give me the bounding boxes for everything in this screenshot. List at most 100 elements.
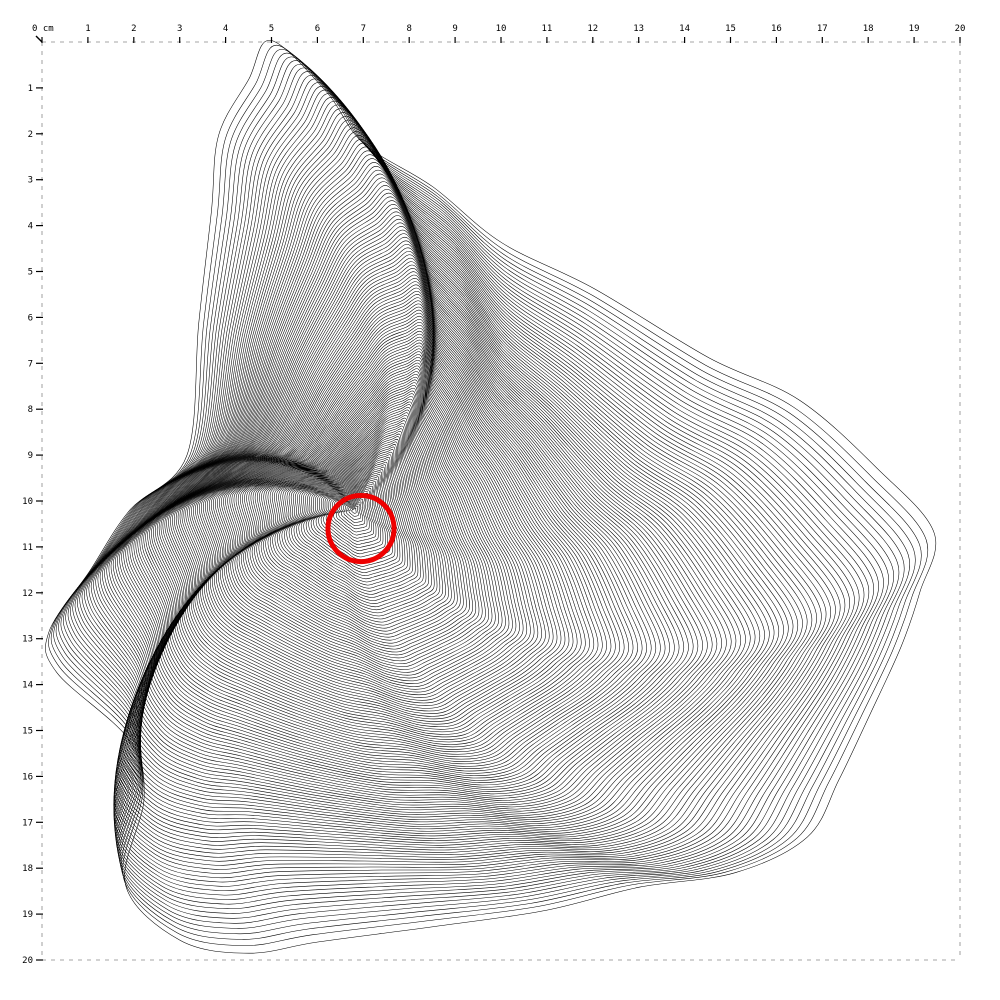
contour-line xyxy=(315,476,389,558)
contour-line xyxy=(142,226,694,795)
contour-line xyxy=(256,412,455,635)
contour-line xyxy=(148,240,675,786)
left-tick-label: 3 xyxy=(28,176,33,186)
contour-line xyxy=(348,505,359,517)
contour-line xyxy=(206,345,535,704)
contour-line xyxy=(178,300,595,743)
contour-line xyxy=(232,382,490,667)
contour-line xyxy=(154,254,657,776)
contour-line xyxy=(224,371,503,679)
contour-line xyxy=(187,315,574,730)
contour-line xyxy=(171,287,612,753)
top-tick-label: 14 xyxy=(679,24,690,34)
contour-line xyxy=(263,420,446,626)
contour-line xyxy=(251,407,461,641)
contour-line xyxy=(192,325,562,722)
contour-line xyxy=(291,451,414,589)
contour-line xyxy=(269,428,438,617)
top-tick-label: 3 xyxy=(177,24,182,34)
contour-line xyxy=(133,204,722,808)
contour-line xyxy=(185,312,578,733)
contour-line xyxy=(228,376,496,673)
contour-line xyxy=(130,192,737,814)
top-tick-label: 11 xyxy=(541,24,552,34)
left-tick-label: 13 xyxy=(22,635,33,645)
ruler-origin-mark xyxy=(35,35,43,43)
contour-line xyxy=(131,196,732,812)
top-tick-label: 20 xyxy=(955,24,966,34)
contour-line xyxy=(112,150,789,837)
top-tick-label: 17 xyxy=(817,24,828,34)
contour-line xyxy=(238,390,480,659)
contour-line xyxy=(281,441,424,601)
contour-line xyxy=(245,398,470,650)
contour-line xyxy=(234,385,486,665)
left-tick-label: 14 xyxy=(22,681,33,691)
contour-line xyxy=(267,425,441,620)
contour-line xyxy=(330,490,375,539)
top-tick-label: 10 xyxy=(496,24,507,34)
contour-line xyxy=(249,404,464,644)
top-tick-label: 13 xyxy=(633,24,644,34)
left-tick-label: 12 xyxy=(22,589,33,599)
contour-line xyxy=(260,417,449,629)
contour-line xyxy=(140,222,699,797)
top-tick-label: 2 xyxy=(131,24,136,34)
contour-line xyxy=(265,423,444,623)
left-tick-label: 8 xyxy=(28,405,33,415)
contour-line xyxy=(135,207,718,806)
contour-line xyxy=(313,474,391,561)
top-tick-label: 16 xyxy=(771,24,782,34)
contour-line xyxy=(230,379,493,670)
contour-line xyxy=(333,492,372,536)
contour-line xyxy=(127,185,746,818)
contour-line xyxy=(139,218,703,799)
top-tick-label: 19 xyxy=(909,24,920,34)
top-ruler: 0 cm 1 2 3 4 5 6 7 8 9 10 11 12 13 14 15 16 17 18 19 20 xyxy=(32,24,965,43)
contour-line xyxy=(220,365,510,684)
top-tick-label: 15 xyxy=(725,24,736,34)
left-tick-label: 5 xyxy=(28,268,33,278)
contour-line-artwork xyxy=(45,40,937,954)
top-tick-label: 7 xyxy=(361,24,366,34)
contour-line xyxy=(152,251,661,779)
contour-line xyxy=(272,431,435,614)
contour-line xyxy=(167,281,620,757)
contour-line xyxy=(183,309,582,735)
red-circle-marker-icon xyxy=(325,492,397,565)
contour-line xyxy=(146,236,680,788)
left-tick-label: 1 xyxy=(28,84,33,94)
left-tick-label: 9 xyxy=(28,451,33,461)
left-tick-label: 2 xyxy=(28,130,33,140)
top-tick-label: 9 xyxy=(452,24,457,34)
contour-line xyxy=(179,303,590,740)
contour-line xyxy=(162,271,634,765)
contour-line xyxy=(194,328,558,720)
contour-line xyxy=(335,494,370,533)
top-tick-label: 6 xyxy=(315,24,320,34)
contour-line xyxy=(274,433,432,611)
contour-line xyxy=(218,362,513,687)
top-tick-label: 0 cm xyxy=(32,24,54,34)
contour-line xyxy=(200,336,546,712)
top-tick-label: 4 xyxy=(223,24,228,34)
left-tick-label: 20 xyxy=(22,956,33,966)
contour-line xyxy=(189,319,570,727)
contour-line xyxy=(226,374,499,676)
contour-line xyxy=(123,169,765,826)
contour-line xyxy=(190,322,566,725)
top-tick-label: 5 xyxy=(269,24,274,34)
left-tick-label: 7 xyxy=(28,359,33,369)
contour-line xyxy=(117,158,779,832)
contour-line xyxy=(346,503,361,520)
contour-line xyxy=(126,181,751,820)
contour-line xyxy=(202,339,542,709)
left-tick-label: 16 xyxy=(22,772,33,782)
contour-line xyxy=(298,459,406,580)
contour-line xyxy=(258,415,452,632)
contour-line xyxy=(181,306,586,738)
contour-line xyxy=(286,446,419,595)
contour-line xyxy=(276,436,430,608)
